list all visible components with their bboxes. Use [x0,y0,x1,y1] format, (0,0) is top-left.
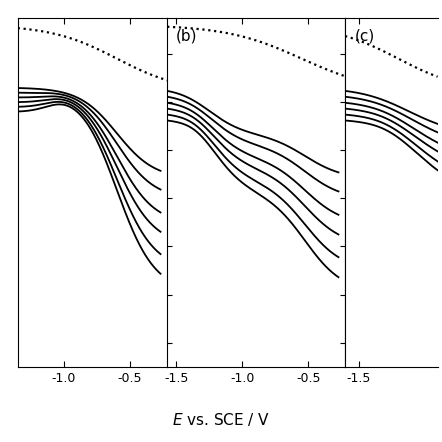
Text: (b): (b) [176,28,198,43]
Text: (c): (c) [354,28,374,43]
Text: $E$ vs. SCE / V: $E$ vs. SCE / V [172,412,270,428]
